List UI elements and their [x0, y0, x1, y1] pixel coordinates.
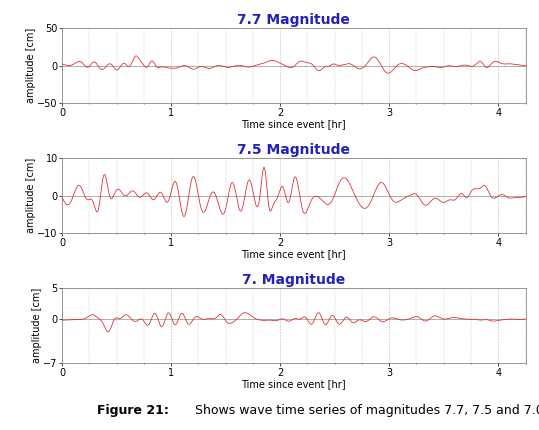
Text: Figure 21:: Figure 21: — [97, 404, 169, 417]
Y-axis label: amplitude [cm]: amplitude [cm] — [26, 28, 36, 103]
X-axis label: Time since event [hr]: Time since event [hr] — [241, 249, 346, 259]
Title: 7.5 Magnitude: 7.5 Magnitude — [237, 143, 350, 157]
X-axis label: Time since event [hr]: Time since event [hr] — [241, 379, 346, 389]
Title: 7.7 Magnitude: 7.7 Magnitude — [237, 13, 350, 27]
X-axis label: Time since event [hr]: Time since event [hr] — [241, 119, 346, 129]
Y-axis label: amplitude [cm]: amplitude [cm] — [26, 158, 36, 233]
Y-axis label: amplitude [cm]: amplitude [cm] — [32, 288, 42, 363]
Text: Shows wave time series of magnitudes 7.7, 7.5 and 7.0: Shows wave time series of magnitudes 7.7… — [191, 404, 539, 417]
Title: 7. Magnitude: 7. Magnitude — [242, 273, 345, 287]
